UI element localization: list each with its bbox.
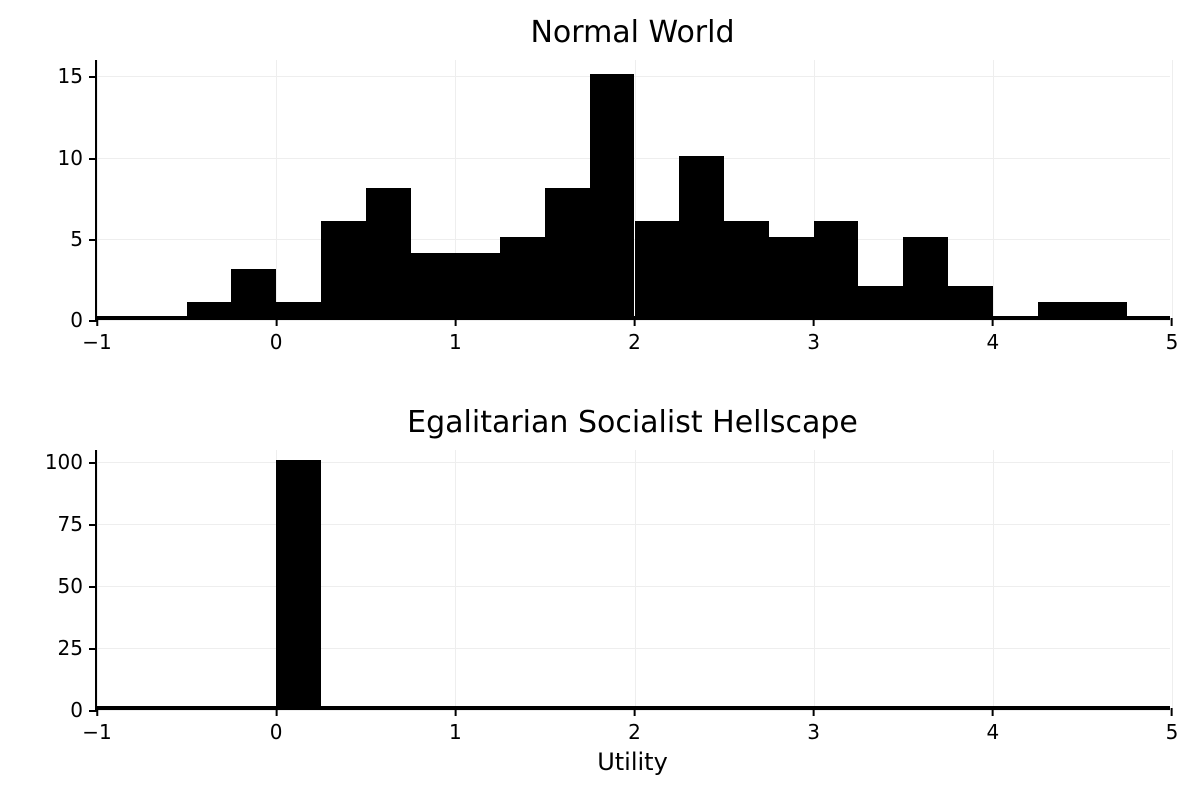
- gridline: [993, 450, 994, 708]
- gridline: [97, 648, 1170, 649]
- y-tick-label: 25: [58, 636, 97, 660]
- gridline: [97, 586, 1170, 587]
- x-tick-label: 0: [270, 318, 283, 354]
- histogram-bar: [679, 156, 724, 319]
- histogram-bar: [948, 286, 993, 319]
- gridline: [1172, 60, 1173, 318]
- y-tick-label: 10: [58, 146, 97, 170]
- histogram-bar: [411, 253, 456, 318]
- histogram-bar: [814, 221, 859, 319]
- y-tick-label: 100: [45, 450, 97, 474]
- histogram-bar: [276, 460, 321, 708]
- y-tick-label: 5: [70, 227, 97, 251]
- histogram-bar: [635, 221, 680, 319]
- bottom-title: Egalitarian Socialist Hellscape: [95, 405, 1170, 450]
- x-tick-label: 4: [986, 318, 999, 354]
- gridline: [276, 60, 277, 318]
- histogram-bar: [590, 74, 635, 318]
- gridline: [993, 60, 994, 318]
- histogram-bar: [858, 286, 903, 319]
- y-tick-label: 75: [58, 512, 97, 536]
- gridline: [97, 462, 1170, 463]
- x-tick-label: 1: [449, 318, 462, 354]
- histogram-bar: [769, 237, 814, 318]
- histogram-bar: [321, 221, 366, 319]
- x-axis-line: [97, 316, 1170, 318]
- histogram-bar: [366, 188, 411, 318]
- bottom-plot-area: 0255075100−1012345: [95, 450, 1170, 710]
- top-plot-area: 051015−1012345: [95, 60, 1170, 320]
- histogram-bar: [500, 237, 545, 318]
- gridline: [814, 450, 815, 708]
- gridline: [97, 60, 98, 318]
- x-axis-label: Utility: [95, 710, 1170, 776]
- x-tick-label: −1: [82, 318, 111, 354]
- histogram-bar: [903, 237, 948, 318]
- top-title: Normal World: [95, 15, 1170, 60]
- histogram-bar: [545, 188, 590, 318]
- figure: Normal World 051015−1012345 Egalitarian …: [0, 0, 1200, 800]
- gridline: [455, 450, 456, 708]
- gridline: [635, 450, 636, 708]
- histogram-bar: [231, 269, 276, 318]
- histogram-bar: [455, 253, 500, 318]
- gridline: [97, 524, 1170, 525]
- x-axis-line: [97, 706, 1170, 708]
- x-tick-label: 2: [628, 318, 641, 354]
- bottom-histogram: Egalitarian Socialist Hellscape 02550751…: [95, 450, 1170, 710]
- y-tick-label: 15: [58, 64, 97, 88]
- gridline: [97, 450, 98, 708]
- gridline: [1172, 450, 1173, 708]
- top-histogram: Normal World 051015−1012345: [95, 60, 1170, 320]
- x-tick-label: 3: [807, 318, 820, 354]
- histogram-bar: [724, 221, 769, 319]
- x-tick-label: 5: [1166, 318, 1179, 354]
- y-tick-label: 50: [58, 574, 97, 598]
